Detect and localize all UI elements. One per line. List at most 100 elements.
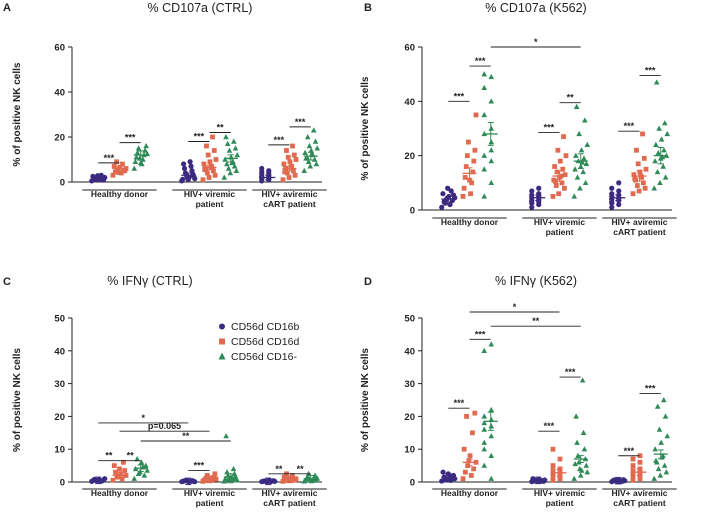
group-label: HIV+ aviremic cART patient bbox=[612, 488, 668, 508]
significance-label: *** bbox=[475, 329, 486, 339]
data-point bbox=[200, 177, 206, 183]
data-point bbox=[481, 111, 488, 118]
data-point bbox=[655, 149, 662, 156]
y-tick-label: 60 bbox=[404, 43, 415, 54]
data-point bbox=[202, 167, 208, 173]
panel-title: % IFNγ (CTRL) bbox=[107, 274, 192, 288]
data-point bbox=[557, 158, 563, 164]
data-point bbox=[616, 188, 622, 194]
data-point bbox=[661, 462, 668, 468]
data-point bbox=[285, 154, 291, 160]
data-point bbox=[578, 147, 585, 153]
data-point bbox=[439, 204, 445, 210]
data-point bbox=[290, 143, 295, 149]
data-point bbox=[582, 179, 589, 186]
data-point bbox=[134, 456, 140, 462]
data-point bbox=[662, 120, 668, 126]
data-point bbox=[488, 452, 495, 458]
group-label-line: patient bbox=[196, 498, 224, 508]
data-point bbox=[221, 174, 228, 180]
data-point bbox=[310, 127, 317, 133]
group-label: HIV+ viremic patient bbox=[184, 488, 236, 508]
data-point bbox=[122, 168, 128, 174]
data-point bbox=[304, 134, 311, 140]
y-tick-label: 50 bbox=[404, 314, 415, 325]
data-point bbox=[469, 180, 475, 186]
data-point bbox=[180, 176, 186, 182]
y-axis-label: % of positive NK cells bbox=[12, 348, 23, 452]
data-point bbox=[536, 185, 542, 191]
data-point bbox=[462, 469, 468, 475]
data-point bbox=[630, 470, 636, 476]
data-point bbox=[467, 453, 473, 459]
data-point bbox=[311, 156, 318, 162]
data-point bbox=[573, 103, 580, 109]
data-point bbox=[95, 173, 101, 179]
data-point bbox=[553, 179, 558, 184]
data-point bbox=[488, 73, 495, 80]
data-point bbox=[661, 147, 667, 153]
data-point bbox=[229, 159, 235, 166]
data-point bbox=[571, 475, 578, 481]
data-point bbox=[133, 154, 140, 160]
data-point bbox=[488, 98, 495, 104]
y-axis-label: % of positive NK cells bbox=[360, 76, 371, 180]
data-point bbox=[233, 167, 240, 173]
data-point bbox=[616, 201, 622, 208]
data-point bbox=[460, 194, 466, 199]
significance-label: ** bbox=[532, 316, 540, 326]
data-point bbox=[550, 474, 556, 480]
group-label-line: HIV+ viremic bbox=[184, 488, 236, 498]
data-point bbox=[658, 439, 664, 445]
data-point bbox=[577, 185, 583, 191]
data-point bbox=[440, 191, 446, 197]
significance-label: *** bbox=[125, 133, 136, 143]
data-point bbox=[118, 471, 124, 477]
data-point bbox=[637, 459, 643, 465]
data-point bbox=[555, 147, 561, 153]
panel-b: B % CD107a (K562) % of positive NK cells 0 2… bbox=[360, 1, 677, 237]
group-label: HIV+ aviremic cART patient bbox=[612, 217, 668, 237]
data-point bbox=[653, 141, 659, 147]
data-point bbox=[488, 158, 495, 164]
data-point bbox=[637, 453, 643, 459]
data-point bbox=[222, 156, 228, 162]
data-point bbox=[461, 446, 467, 452]
data-point bbox=[468, 191, 473, 197]
y-tick-label: 30 bbox=[404, 379, 415, 390]
data-point bbox=[637, 476, 643, 482]
data-point bbox=[288, 164, 294, 170]
data-point bbox=[634, 147, 639, 153]
data-point bbox=[654, 403, 661, 409]
data-point bbox=[582, 117, 588, 123]
data-point bbox=[138, 459, 145, 465]
group-label-line: HIV+ viremic bbox=[184, 189, 236, 199]
panel-title: % CD107a (CTRL) bbox=[148, 1, 253, 15]
group-label-line: HIV+ aviremic bbox=[262, 189, 318, 199]
group-label-line: cART patient bbox=[263, 498, 316, 508]
data-point bbox=[619, 478, 625, 484]
y-axis-label: % of positive NK cells bbox=[12, 62, 23, 166]
data-point bbox=[204, 473, 210, 478]
data-point bbox=[232, 145, 239, 151]
data-point bbox=[658, 136, 665, 142]
data-point bbox=[557, 475, 563, 481]
data-point bbox=[488, 406, 495, 413]
data-point bbox=[552, 164, 558, 169]
significance-label: ** bbox=[127, 451, 135, 461]
group-label-line: cART patient bbox=[263, 199, 316, 209]
group-label-line: HIV+ aviremic bbox=[612, 488, 668, 498]
data-point bbox=[643, 166, 649, 172]
data-point bbox=[641, 180, 646, 186]
data-point bbox=[574, 439, 580, 445]
data-point bbox=[481, 347, 488, 353]
data-point bbox=[557, 466, 563, 472]
data-point bbox=[571, 193, 578, 199]
data-point bbox=[535, 478, 541, 484]
data-point bbox=[473, 112, 479, 118]
data-point bbox=[578, 467, 585, 473]
group-label-line: HIV+ viremic bbox=[534, 217, 586, 227]
data-point bbox=[448, 188, 454, 194]
data-point bbox=[630, 456, 636, 462]
data-point bbox=[111, 163, 117, 169]
